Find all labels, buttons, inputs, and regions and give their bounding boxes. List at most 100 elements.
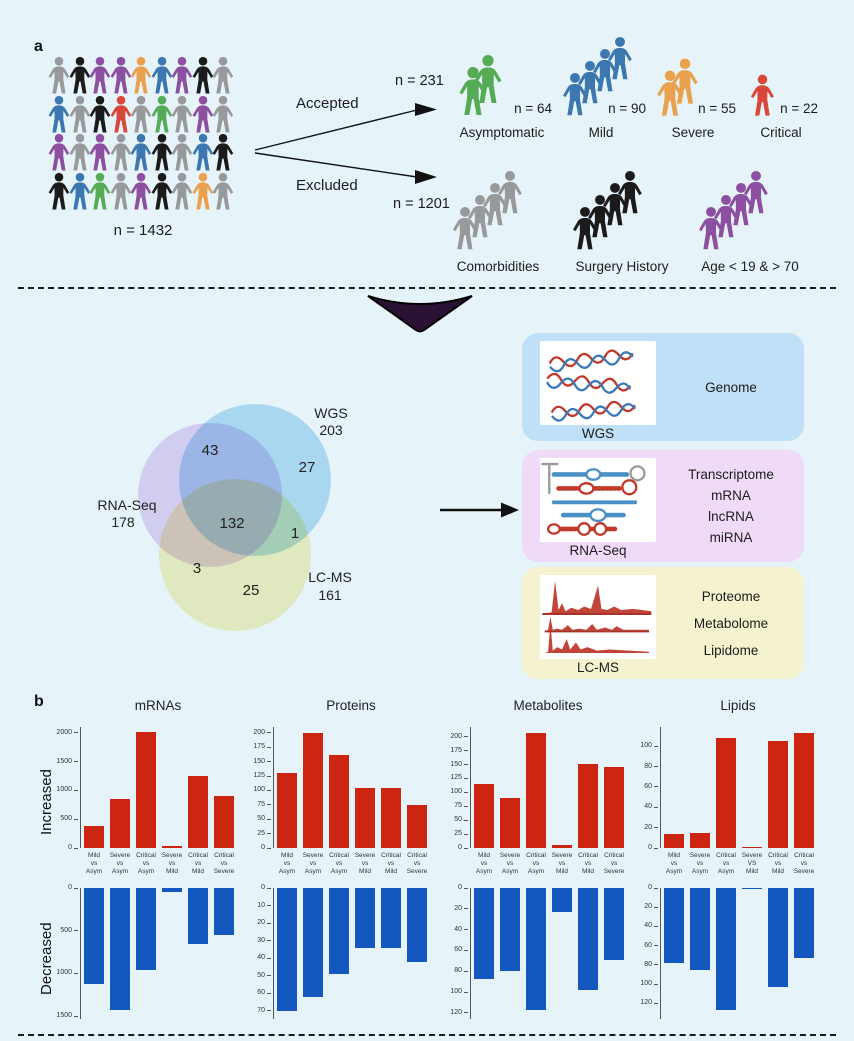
y-axis-line bbox=[470, 888, 472, 1019]
bar-cell bbox=[791, 733, 817, 848]
person-icon bbox=[128, 95, 154, 135]
venn-label-lcms: LC-MS bbox=[308, 569, 352, 585]
increased-bar-critical-vs-severe bbox=[794, 733, 814, 848]
down-triangle-icon bbox=[367, 295, 473, 333]
y-tick-mark bbox=[654, 925, 658, 927]
bar-cell bbox=[378, 888, 404, 948]
group-n-label: n = 90 bbox=[608, 101, 646, 116]
bar-cell bbox=[549, 888, 575, 912]
y-tick-mark bbox=[267, 818, 271, 820]
increased-plot: 0 25 50 75 100 125 150 175 200 bbox=[243, 727, 439, 851]
rna-image bbox=[540, 458, 656, 542]
bar-cell bbox=[404, 888, 430, 962]
y-tick-mark bbox=[464, 970, 468, 972]
person-icon bbox=[149, 95, 175, 135]
bar-cell bbox=[159, 888, 185, 893]
person-icon bbox=[87, 95, 113, 135]
rnaseq-box: RNA-Seq Transcriptome mRNA lncRNA miRNA bbox=[522, 450, 804, 562]
decreased-plot: 0 20 40 60 80 100 120 bbox=[630, 884, 826, 1019]
venn-diagram: 43 27 132 1 3 25 WGS 203 RNA-Seq 178 LC-… bbox=[97, 404, 352, 631]
person-icon bbox=[560, 72, 590, 118]
bar-cell bbox=[739, 846, 765, 848]
chromatogram-icon bbox=[542, 581, 652, 653]
rnaseq-box-item: Transcriptome bbox=[688, 467, 774, 482]
person-icon bbox=[190, 95, 216, 135]
fork-arrows bbox=[254, 103, 437, 184]
y-tick-mark bbox=[74, 761, 78, 763]
person-icon bbox=[149, 56, 175, 96]
x-tick-label: Severe vs Mild bbox=[354, 852, 376, 876]
y-tick-label: 0 bbox=[458, 884, 462, 891]
y-tick-label: 2000 bbox=[56, 728, 72, 736]
y-tick-mark bbox=[267, 957, 271, 959]
increased-bar-critical-vs-asym bbox=[136, 731, 156, 848]
group-comorbidities: Comorbidities bbox=[446, 170, 550, 274]
person-icon bbox=[450, 206, 480, 252]
bar-cell bbox=[326, 754, 352, 848]
increased-plot: 0 500 1000 1500 2000 bbox=[50, 727, 246, 851]
y-tick-mark bbox=[654, 887, 658, 889]
bar-cell bbox=[687, 888, 713, 970]
y-tick-label: 1500 bbox=[56, 757, 72, 765]
decreased-bar-critical-vs-severe bbox=[794, 888, 814, 959]
y-tick-mark bbox=[267, 887, 271, 889]
bar-cell bbox=[765, 888, 791, 988]
person-icon bbox=[149, 172, 175, 212]
venn-total-lcms: 161 bbox=[318, 587, 342, 603]
y-tick-mark bbox=[267, 905, 271, 907]
y-tick-mark bbox=[654, 806, 658, 808]
rnaseq-box-item: miRNA bbox=[709, 530, 753, 545]
decreased-bar-critical-vs-severe bbox=[407, 888, 427, 962]
decreased-plot: 0 500 1000 1500 bbox=[50, 884, 246, 1019]
decreased-bar-mild-vs-asym bbox=[664, 888, 684, 964]
y-tick-mark bbox=[464, 736, 468, 738]
person-icon bbox=[570, 206, 600, 252]
x-tick-label: Severe vs Asym bbox=[689, 852, 711, 876]
venn-region-lcms-only: 25 bbox=[243, 582, 260, 599]
increased-bar-critical-vs-mild bbox=[768, 741, 788, 848]
y-axis-line bbox=[80, 888, 82, 1019]
y-tick-label: 0 bbox=[261, 844, 265, 851]
y-tick-mark bbox=[74, 847, 78, 849]
y-tick-label: 200 bbox=[253, 728, 265, 736]
venn-region-rnaseq-lcms: 3 bbox=[193, 560, 201, 577]
group-n-label: n = 64 bbox=[514, 101, 552, 116]
group-name-label: Age < 19 & > 70 bbox=[701, 259, 799, 274]
figure-cluster bbox=[570, 170, 678, 252]
increased-bar-severe-vs-asym bbox=[303, 732, 323, 848]
y-tick-mark bbox=[654, 847, 658, 849]
person-icon bbox=[46, 95, 72, 135]
y-tick-mark bbox=[464, 833, 468, 835]
bar-cell bbox=[497, 797, 523, 848]
genome-box-method: WGS bbox=[581, 426, 615, 441]
person-icon bbox=[190, 133, 216, 173]
y-tick-label: 120 bbox=[640, 999, 652, 1007]
bar-cell bbox=[107, 888, 133, 1011]
lcms-box-method: LC-MS bbox=[576, 660, 619, 675]
y-tick-label: 60 bbox=[644, 941, 652, 949]
y-axis-line bbox=[273, 888, 275, 1019]
figure-cluster bbox=[696, 170, 808, 252]
y-axis: 0 10 20 30 40 50 60 70 bbox=[243, 884, 272, 1016]
y-tick-label: 25 bbox=[257, 829, 265, 837]
decreased-bar-critical-vs-asym bbox=[136, 888, 156, 970]
increased-plot: 0 25 50 75 100 125 150 175 200 bbox=[440, 727, 636, 851]
person-icon bbox=[169, 133, 195, 173]
y-tick-mark bbox=[267, 761, 271, 763]
y-tick-mark bbox=[267, 746, 271, 748]
y-tick-mark bbox=[74, 818, 78, 820]
venn-label-rnaseq: RNA-Seq bbox=[97, 497, 156, 513]
figure-cluster bbox=[560, 36, 646, 118]
bar-cell bbox=[575, 888, 601, 990]
bar-cell bbox=[300, 732, 326, 848]
y-tick-mark bbox=[654, 786, 658, 788]
y-tick-mark bbox=[267, 1010, 271, 1012]
chart-title: Lipids bbox=[720, 698, 756, 713]
y-tick-label: 0 bbox=[261, 884, 265, 891]
bar-cell bbox=[378, 787, 404, 848]
increased-bar-severe-vs-mild bbox=[742, 846, 762, 848]
bars bbox=[81, 888, 237, 1016]
x-tick-label: Severe vs Asym bbox=[109, 852, 131, 876]
y-tick-label: 60 bbox=[257, 989, 265, 997]
increased-bar-critical-vs-mild bbox=[578, 763, 598, 848]
